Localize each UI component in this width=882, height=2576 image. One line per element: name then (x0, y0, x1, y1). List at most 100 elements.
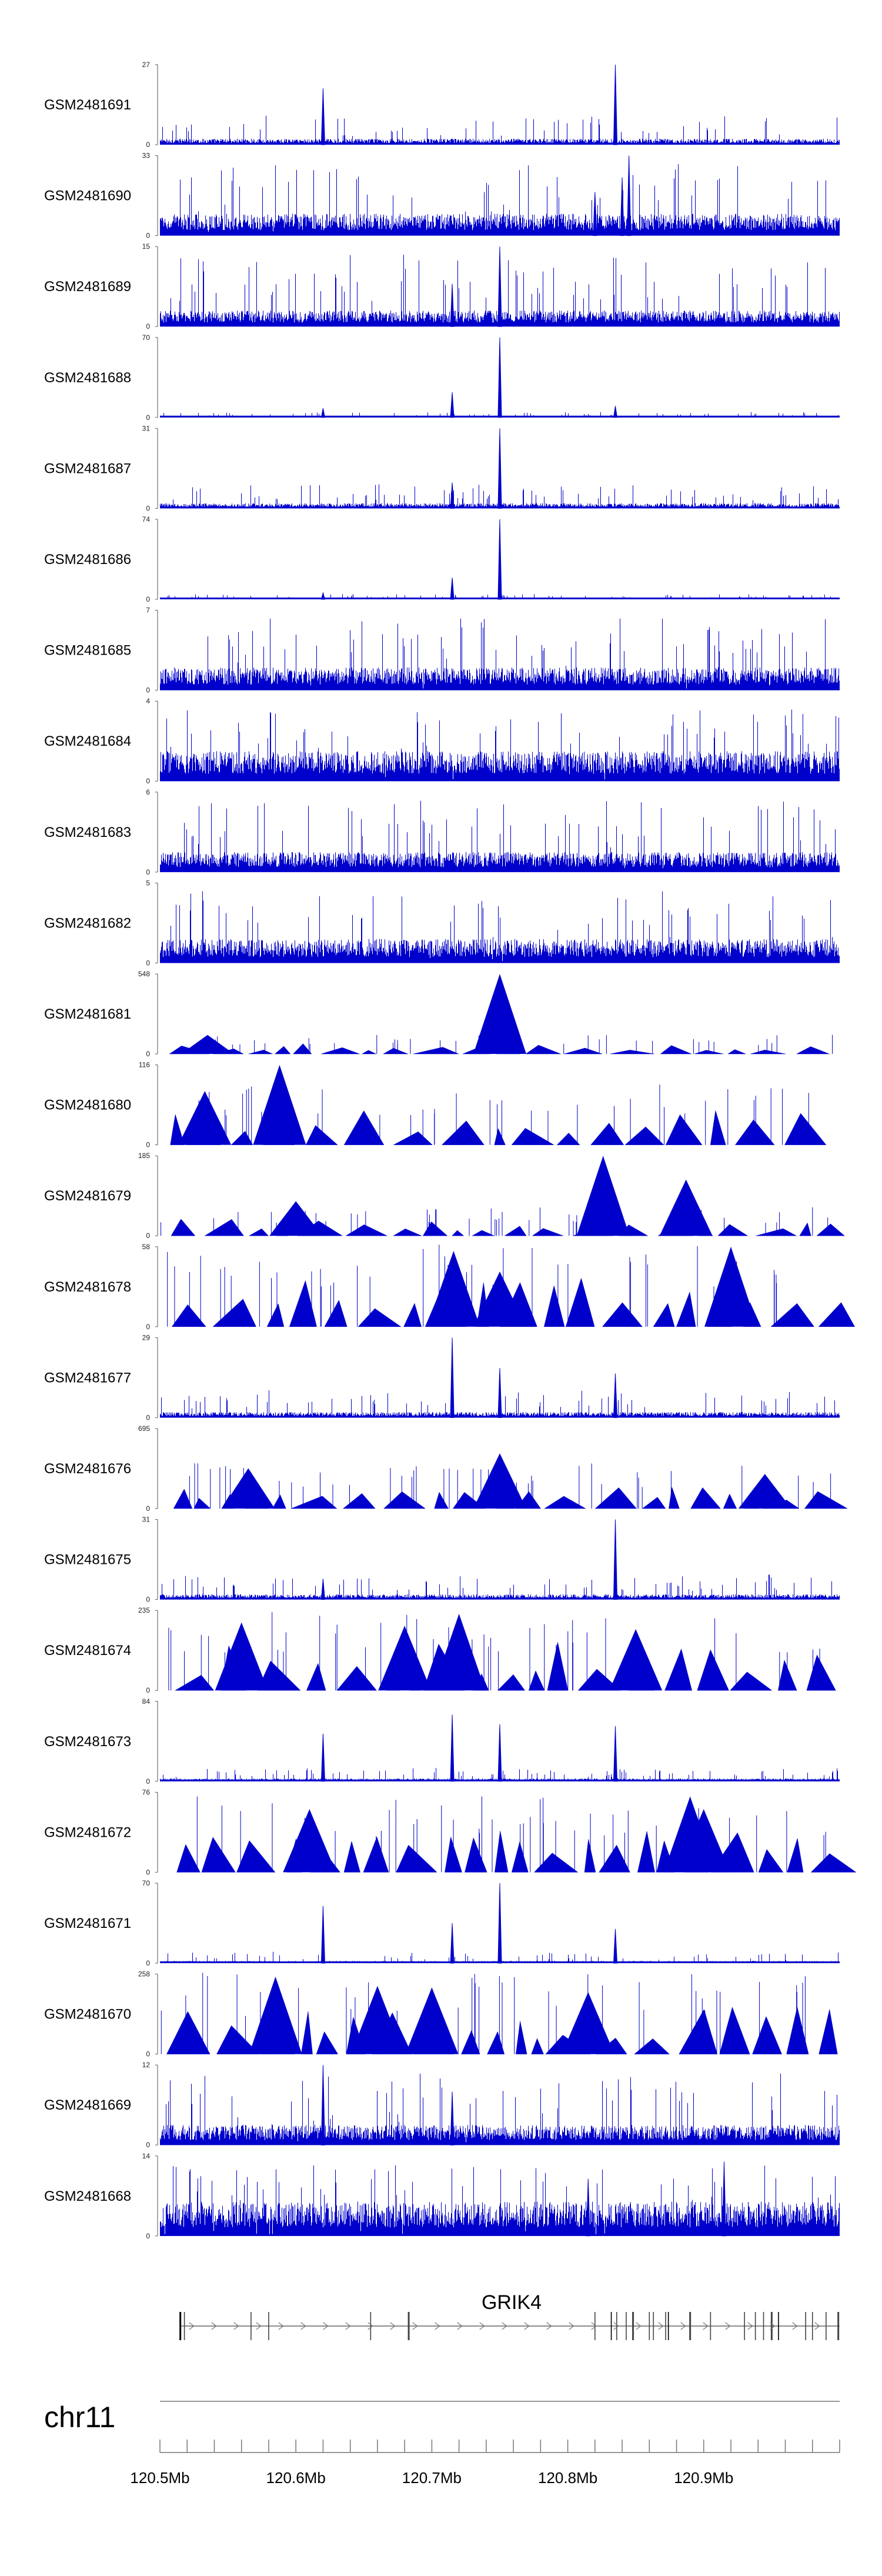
y-min-label: 0 (146, 1686, 150, 1694)
track-GSM2481674: GSM2481674 235 0 (44, 1606, 836, 1694)
strand-arrow-icon (211, 2322, 217, 2330)
strand-arrow-icon (703, 2322, 709, 2330)
y-min-label: 0 (146, 1868, 150, 1876)
exon (826, 2312, 827, 2340)
exon (710, 2312, 711, 2340)
coverage-peak (320, 88, 325, 145)
y-max-label: 548 (138, 970, 150, 978)
strand-arrow-icon (747, 2322, 753, 2330)
coverage-peak (613, 1519, 618, 1600)
track-GSM2481681: GSM2481681 548 0 (44, 970, 833, 1058)
coverage-peak (378, 1626, 432, 1691)
strand-arrow-icon (412, 2322, 418, 2330)
exon (594, 2312, 596, 2340)
coverage-peak (497, 1367, 502, 1418)
exon (268, 2312, 269, 2340)
coverage-peak (450, 1923, 455, 1964)
coverage-peak (450, 1337, 455, 1418)
track-GSM2481673: GSM2481673 84 0 (44, 1697, 840, 1786)
coverage-blocks (176, 1831, 857, 1873)
x-tick-label: 120.8Mb (538, 2469, 597, 2487)
track-label: GSM2481671 (44, 1916, 131, 1931)
track-GSM2481668: GSM2481668 14 0 (44, 2152, 840, 2240)
y-max-label: 185 (138, 1152, 150, 1160)
track-label: GSM2481672 (44, 1824, 131, 1840)
coverage-peak (178, 1091, 232, 1145)
exon (370, 2312, 372, 2340)
strand-arrow-icon (368, 2322, 373, 2330)
y-min-label: 0 (146, 1777, 150, 1786)
coverage-spikes (215, 1035, 833, 1054)
track-label: GSM2481689 (44, 279, 131, 295)
track-GSM2481683: GSM2481683 6 0 (44, 788, 840, 876)
y-min-label: 0 (146, 1050, 150, 1058)
coverage-peak (215, 1622, 268, 1691)
coverage-peak (450, 283, 455, 327)
y-max-label: 27 (142, 61, 151, 69)
coverage-peak (253, 1065, 306, 1145)
coverage-peak (269, 1201, 323, 1236)
coverage-peak (738, 1474, 791, 1509)
coverage-peak (659, 1179, 713, 1236)
y-min-label: 0 (146, 1141, 150, 1149)
y-min-label: 0 (146, 232, 150, 240)
coverage-peak (320, 1906, 325, 1964)
strand-arrow-icon (300, 2322, 306, 2330)
strand-arrow-icon (591, 2322, 597, 2330)
y-min-label: 0 (146, 777, 150, 785)
coverage-baseline (160, 779, 840, 782)
coverage-peak (497, 1724, 502, 1782)
gene-annotation-track: GRIK4 (179, 2291, 840, 2340)
track-GSM2481679: GSM2481679 185 0 (44, 1152, 845, 1240)
strand-arrow-icon (546, 2322, 552, 2330)
gene-strand-arrows (189, 2322, 820, 2330)
y-max-label: 33 (142, 152, 151, 160)
track-GSM2481682: GSM2481682 5 0 (44, 879, 840, 967)
y-max-label: 258 (138, 1970, 150, 1978)
y-max-label: 695 (138, 1424, 150, 1433)
coverage-spikes (161, 1207, 828, 1236)
x-tick-label: 120.5Mb (130, 2469, 189, 2487)
coverage-baseline (160, 2234, 840, 2236)
track-label: GSM2481681 (44, 1006, 131, 1022)
exon (183, 2312, 185, 2340)
exon (653, 2312, 654, 2340)
coverage-blocks (174, 1642, 836, 1691)
coverage-signal (160, 800, 840, 872)
track-label: GSM2481677 (44, 1370, 131, 1386)
exon (616, 2312, 617, 2340)
strand-arrow-icon (345, 2322, 351, 2330)
track-label: GSM2481685 (44, 643, 131, 659)
coverage-spikes (189, 1463, 831, 1509)
coverage-peak (473, 1453, 526, 1509)
track-label: GSM2481673 (44, 1734, 131, 1750)
track-GSM2481677: GSM2481677 29 0 (44, 1333, 840, 1422)
y-min-label: 0 (146, 959, 150, 967)
coverage-peak (497, 519, 502, 600)
y-max-label: 58 (142, 1243, 151, 1251)
exon (770, 2312, 773, 2340)
track-label: GSM2481687 (44, 461, 131, 476)
coverage-peak (620, 177, 624, 236)
coverage-baseline (160, 870, 840, 872)
track-label: GSM2481680 (44, 1097, 131, 1113)
y-min-label: 0 (146, 1323, 150, 1331)
coverage-peak (613, 64, 618, 145)
y-min-label: 0 (146, 322, 150, 331)
chromosome-axis: chr11 120.5Mb 120.6Mb 120.7Mb 120.8Mb 120.9M… (44, 2401, 840, 2487)
exon (754, 2312, 756, 2340)
exon (744, 2312, 745, 2340)
track-label: GSM2481676 (44, 1461, 131, 1477)
y-max-label: 116 (139, 1061, 150, 1069)
exon (407, 2312, 410, 2340)
coverage-peak (320, 592, 326, 600)
track-GSM2481691: GSM2481691 27 0 (44, 61, 840, 149)
y-max-label: 7 (146, 606, 150, 615)
exon (179, 2312, 182, 2340)
track-GSM2481688: GSM2481688 70 0 (44, 333, 840, 422)
y-min-label: 0 (146, 504, 150, 512)
y-max-label: 70 (142, 1879, 151, 1887)
coverage-peak (350, 1986, 404, 2054)
exon (837, 2312, 840, 2340)
